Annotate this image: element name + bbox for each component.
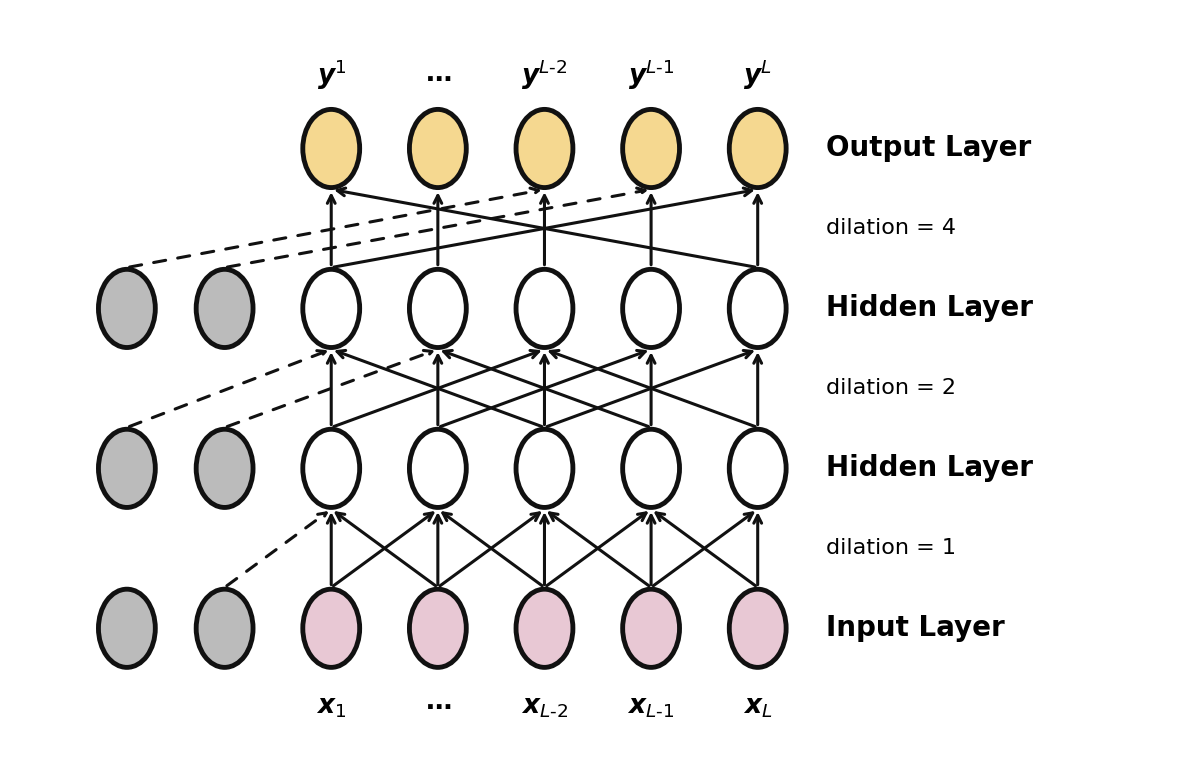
Text: $\boldsymbol{\cdots}$: $\boldsymbol{\cdots}$ — [425, 65, 451, 92]
Ellipse shape — [516, 430, 572, 508]
Text: Input Layer: Input Layer — [826, 614, 1004, 642]
Ellipse shape — [409, 109, 467, 187]
Ellipse shape — [196, 269, 253, 348]
Text: $\boldsymbol{x}_{L\text{-}1}$: $\boldsymbol{x}_{L\text{-}1}$ — [628, 694, 674, 720]
Ellipse shape — [516, 589, 572, 667]
Ellipse shape — [409, 269, 467, 348]
Ellipse shape — [730, 430, 786, 508]
Ellipse shape — [730, 269, 786, 348]
Text: Hidden Layer: Hidden Layer — [826, 455, 1033, 483]
Ellipse shape — [196, 589, 253, 667]
Ellipse shape — [730, 109, 786, 187]
Ellipse shape — [623, 430, 679, 508]
Ellipse shape — [730, 589, 786, 667]
Ellipse shape — [196, 430, 253, 508]
Ellipse shape — [98, 430, 155, 508]
Text: dilation = 2: dilation = 2 — [826, 379, 956, 398]
Text: $\boldsymbol{\cdots}$: $\boldsymbol{\cdots}$ — [425, 694, 451, 720]
Ellipse shape — [302, 109, 360, 187]
Text: $\boldsymbol{y}^1$: $\boldsymbol{y}^1$ — [317, 57, 346, 92]
Text: $\boldsymbol{y}^{L\text{-}1}$: $\boldsymbol{y}^{L\text{-}1}$ — [628, 57, 674, 92]
Ellipse shape — [516, 109, 572, 187]
Ellipse shape — [98, 589, 155, 667]
Text: Hidden Layer: Hidden Layer — [826, 294, 1033, 323]
Text: $\boldsymbol{x}_{L\text{-}2}$: $\boldsymbol{x}_{L\text{-}2}$ — [521, 694, 568, 720]
Text: dilation = 1: dilation = 1 — [826, 538, 956, 559]
Text: $\boldsymbol{x}_1$: $\boldsymbol{x}_1$ — [316, 694, 347, 720]
Text: $\boldsymbol{x}_{L}$: $\boldsymbol{x}_{L}$ — [743, 694, 773, 720]
Ellipse shape — [623, 269, 679, 348]
Text: $\boldsymbol{y}^{L\text{-}2}$: $\boldsymbol{y}^{L\text{-}2}$ — [521, 57, 568, 92]
Ellipse shape — [98, 269, 155, 348]
Text: Output Layer: Output Layer — [826, 134, 1031, 162]
Text: dilation = 4: dilation = 4 — [826, 219, 956, 238]
Ellipse shape — [302, 430, 360, 508]
Ellipse shape — [302, 589, 360, 667]
Ellipse shape — [623, 589, 679, 667]
Ellipse shape — [409, 430, 467, 508]
Ellipse shape — [409, 589, 467, 667]
Ellipse shape — [302, 269, 360, 348]
Ellipse shape — [516, 269, 572, 348]
Text: $\boldsymbol{y}^{L}$: $\boldsymbol{y}^{L}$ — [743, 57, 772, 92]
Ellipse shape — [623, 109, 679, 187]
